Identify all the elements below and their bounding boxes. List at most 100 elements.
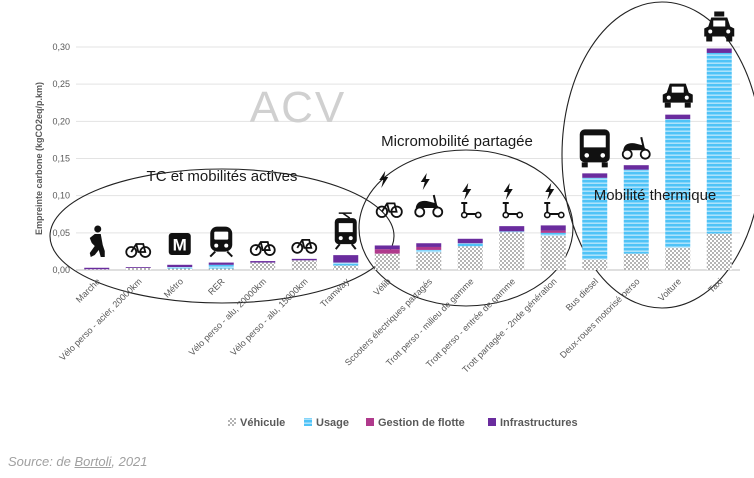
bar-stack bbox=[291, 258, 317, 270]
mode-icons: M bbox=[89, 11, 735, 258]
y-tick-label: 0,15 bbox=[52, 154, 70, 164]
bar-segment bbox=[125, 267, 151, 270]
bar-stack bbox=[167, 264, 193, 270]
legend-item: Véhicule bbox=[228, 417, 285, 429]
legend-label: Véhicule bbox=[240, 417, 285, 429]
bar-segment bbox=[416, 243, 442, 247]
legend-swatch bbox=[304, 418, 312, 426]
bar-segment bbox=[416, 252, 442, 270]
svg-text:M: M bbox=[173, 236, 187, 255]
x-tick-label: Vélib bbox=[371, 276, 392, 297]
bar-segment bbox=[291, 260, 317, 270]
walking-person-icon bbox=[89, 225, 105, 257]
bar-segment bbox=[374, 245, 400, 250]
legend: Véhicule Usage Gestion de flotte Infrastruc… bbox=[228, 417, 578, 429]
bar-segment bbox=[706, 233, 732, 270]
bar-segment bbox=[125, 267, 151, 268]
bar-segment bbox=[457, 243, 483, 247]
bar-segment bbox=[333, 262, 359, 266]
bar-segment bbox=[374, 253, 400, 270]
bar-segment bbox=[84, 269, 110, 271]
source-suffix: , 2021 bbox=[111, 454, 148, 469]
bar-stack bbox=[250, 261, 276, 270]
bar-segment bbox=[457, 246, 483, 270]
gridlines bbox=[76, 46, 740, 271]
legend-item: Infrastructures bbox=[488, 417, 578, 429]
bar-segment bbox=[499, 231, 525, 233]
bar-stack bbox=[416, 243, 442, 270]
bar-segment bbox=[540, 235, 566, 270]
bar-segment bbox=[582, 177, 608, 260]
bicycle-icon bbox=[249, 241, 276, 256]
bar-segment bbox=[457, 238, 483, 244]
bar-segment bbox=[416, 246, 442, 250]
bar-segment bbox=[208, 262, 234, 265]
carbon-footprint-chart: 0,00 0,05 0,10 0,15 0,20 0,25 0,30 Empreinte ca… bbox=[34, 1, 754, 429]
bar-segment bbox=[665, 247, 691, 270]
bar-segment bbox=[623, 253, 649, 270]
bar-segment bbox=[167, 268, 193, 270]
bus-icon bbox=[579, 129, 610, 168]
x-tick-label: Métro bbox=[162, 276, 185, 299]
x-tick-label: Trott perso - milieu de gamme bbox=[384, 276, 476, 368]
bar-segment bbox=[208, 268, 234, 270]
group-labels: TC et mobilités actives Micromobilité par… bbox=[147, 133, 717, 204]
bar-segment bbox=[582, 259, 608, 270]
group-ellipses bbox=[49, 1, 754, 309]
x-tick-label: RER bbox=[206, 276, 227, 297]
y-tick-label: 0,30 bbox=[52, 42, 70, 52]
bar-stack bbox=[374, 245, 400, 270]
legend-label: Usage bbox=[316, 417, 349, 429]
bar-segment bbox=[706, 48, 732, 53]
bar-stack bbox=[623, 165, 649, 270]
bar-segment bbox=[333, 265, 359, 270]
legend-item: Usage bbox=[304, 417, 349, 429]
bar-segment bbox=[333, 255, 359, 263]
bar-segment bbox=[499, 226, 525, 232]
bar-segment bbox=[250, 261, 276, 263]
bar-segment bbox=[374, 249, 400, 254]
bar-segment bbox=[623, 165, 649, 170]
bicycle-icon bbox=[291, 238, 318, 254]
bar-segment bbox=[416, 249, 442, 253]
electric-scooter-icon bbox=[414, 173, 444, 218]
bar-stack bbox=[125, 267, 151, 270]
electric-bike-icon bbox=[375, 171, 403, 218]
legend-swatch bbox=[228, 418, 236, 426]
metro-sign-icon: M bbox=[168, 233, 191, 255]
bar-stack bbox=[84, 267, 110, 271]
bar-stack bbox=[457, 238, 483, 270]
bar-stack bbox=[665, 114, 691, 270]
x-tick-label: Marche bbox=[74, 276, 102, 304]
tram-icon bbox=[334, 212, 357, 250]
y-tick-label: 0,05 bbox=[52, 228, 70, 238]
legend-swatch bbox=[366, 418, 374, 426]
bicycle-icon bbox=[125, 243, 152, 258]
bars bbox=[84, 48, 732, 271]
source-caption: Source: de Bortoli, 2021 bbox=[8, 454, 148, 469]
x-tick-label: Vélo perso - alu, 15000km bbox=[228, 276, 309, 357]
group-label: TC et mobilités actives bbox=[147, 168, 298, 185]
bar-stack bbox=[333, 255, 359, 270]
electric-kick-scooter-icon bbox=[543, 183, 565, 219]
train-icon bbox=[209, 226, 233, 258]
bar-segment bbox=[208, 264, 234, 269]
x-tick-label: Taxi bbox=[706, 276, 724, 294]
bar-segment bbox=[84, 267, 110, 270]
group-label: Micromobilité partagée bbox=[381, 133, 533, 150]
x-tick-label: Scooters électriques partagés bbox=[343, 276, 435, 368]
bar-stack bbox=[208, 262, 234, 270]
bar-segment bbox=[582, 173, 608, 178]
legend-label: Gestion de flotte bbox=[378, 417, 465, 429]
source-author-link[interactable]: Bortoli bbox=[74, 454, 112, 469]
watermark-text: ACV bbox=[250, 83, 346, 132]
bar-segment bbox=[250, 262, 276, 270]
bar-stack bbox=[540, 225, 566, 270]
bar-segment bbox=[540, 225, 566, 231]
y-tick-label: 0,00 bbox=[52, 265, 70, 275]
x-tick-label: Vélo perso - alu, 20000km bbox=[187, 276, 268, 357]
bar-segment bbox=[706, 52, 732, 234]
bar-segment bbox=[540, 230, 566, 233]
group-ellipse-2 bbox=[358, 149, 574, 307]
